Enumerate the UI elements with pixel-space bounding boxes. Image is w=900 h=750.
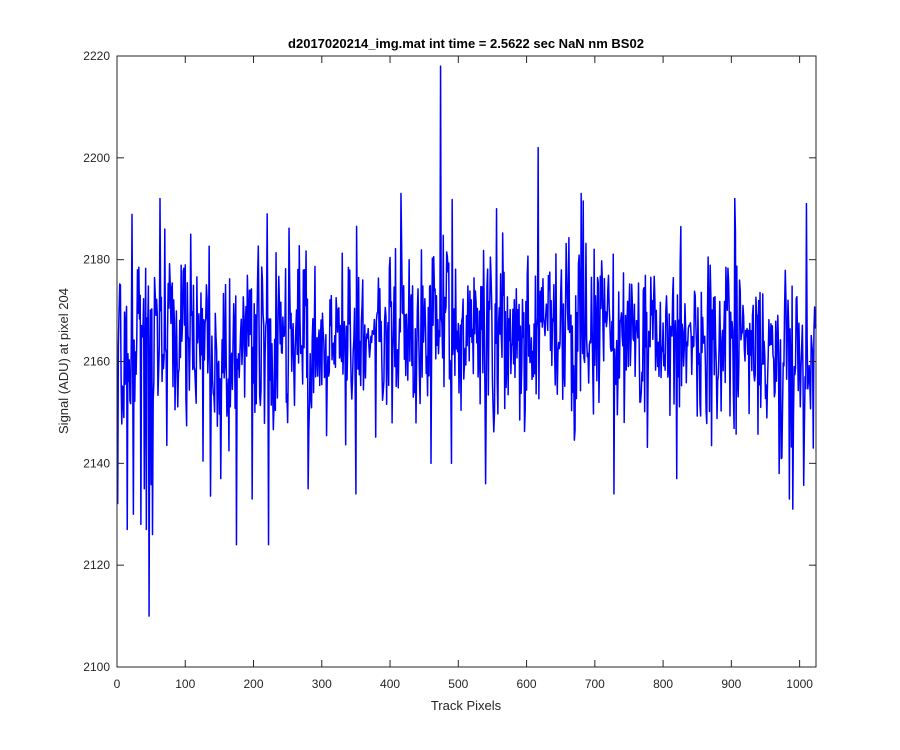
y-axis-ticks: 2100 2120 2140 2160 2180 2200 2220 <box>83 49 816 674</box>
y-tick-label: 2200 <box>83 151 110 165</box>
y-tick-label: 2120 <box>83 558 110 572</box>
x-tick-label: 900 <box>721 677 741 691</box>
signal-series-line <box>116 65 817 617</box>
y-tick-label: 2160 <box>83 355 110 369</box>
x-tick-label: 800 <box>653 677 673 691</box>
x-axis-label: Track Pixels <box>431 698 502 713</box>
x-tick-label: 400 <box>380 677 400 691</box>
x-axis-ticks: 0 100 200 300 400 500 600 700 800 900 1000 <box>114 56 813 691</box>
x-tick-label: 500 <box>448 677 468 691</box>
x-tick-label: 200 <box>244 677 264 691</box>
y-tick-label: 2140 <box>83 456 110 470</box>
x-tick-label: 300 <box>312 677 332 691</box>
y-tick-label: 2180 <box>83 253 110 267</box>
data-layer <box>116 65 817 617</box>
y-tick-label: 2100 <box>83 660 110 674</box>
y-axis-label: Signal (ADU) at pixel 204 <box>56 288 71 434</box>
x-tick-label: 700 <box>585 677 605 691</box>
x-tick-label: 100 <box>175 677 195 691</box>
y-tick-label: 2220 <box>83 49 110 63</box>
chart-title: d2017020214_img.mat int time = 2.5622 se… <box>288 36 644 51</box>
x-tick-label: 0 <box>114 677 121 691</box>
x-tick-label: 600 <box>517 677 537 691</box>
x-tick-label: 1000 <box>786 677 813 691</box>
